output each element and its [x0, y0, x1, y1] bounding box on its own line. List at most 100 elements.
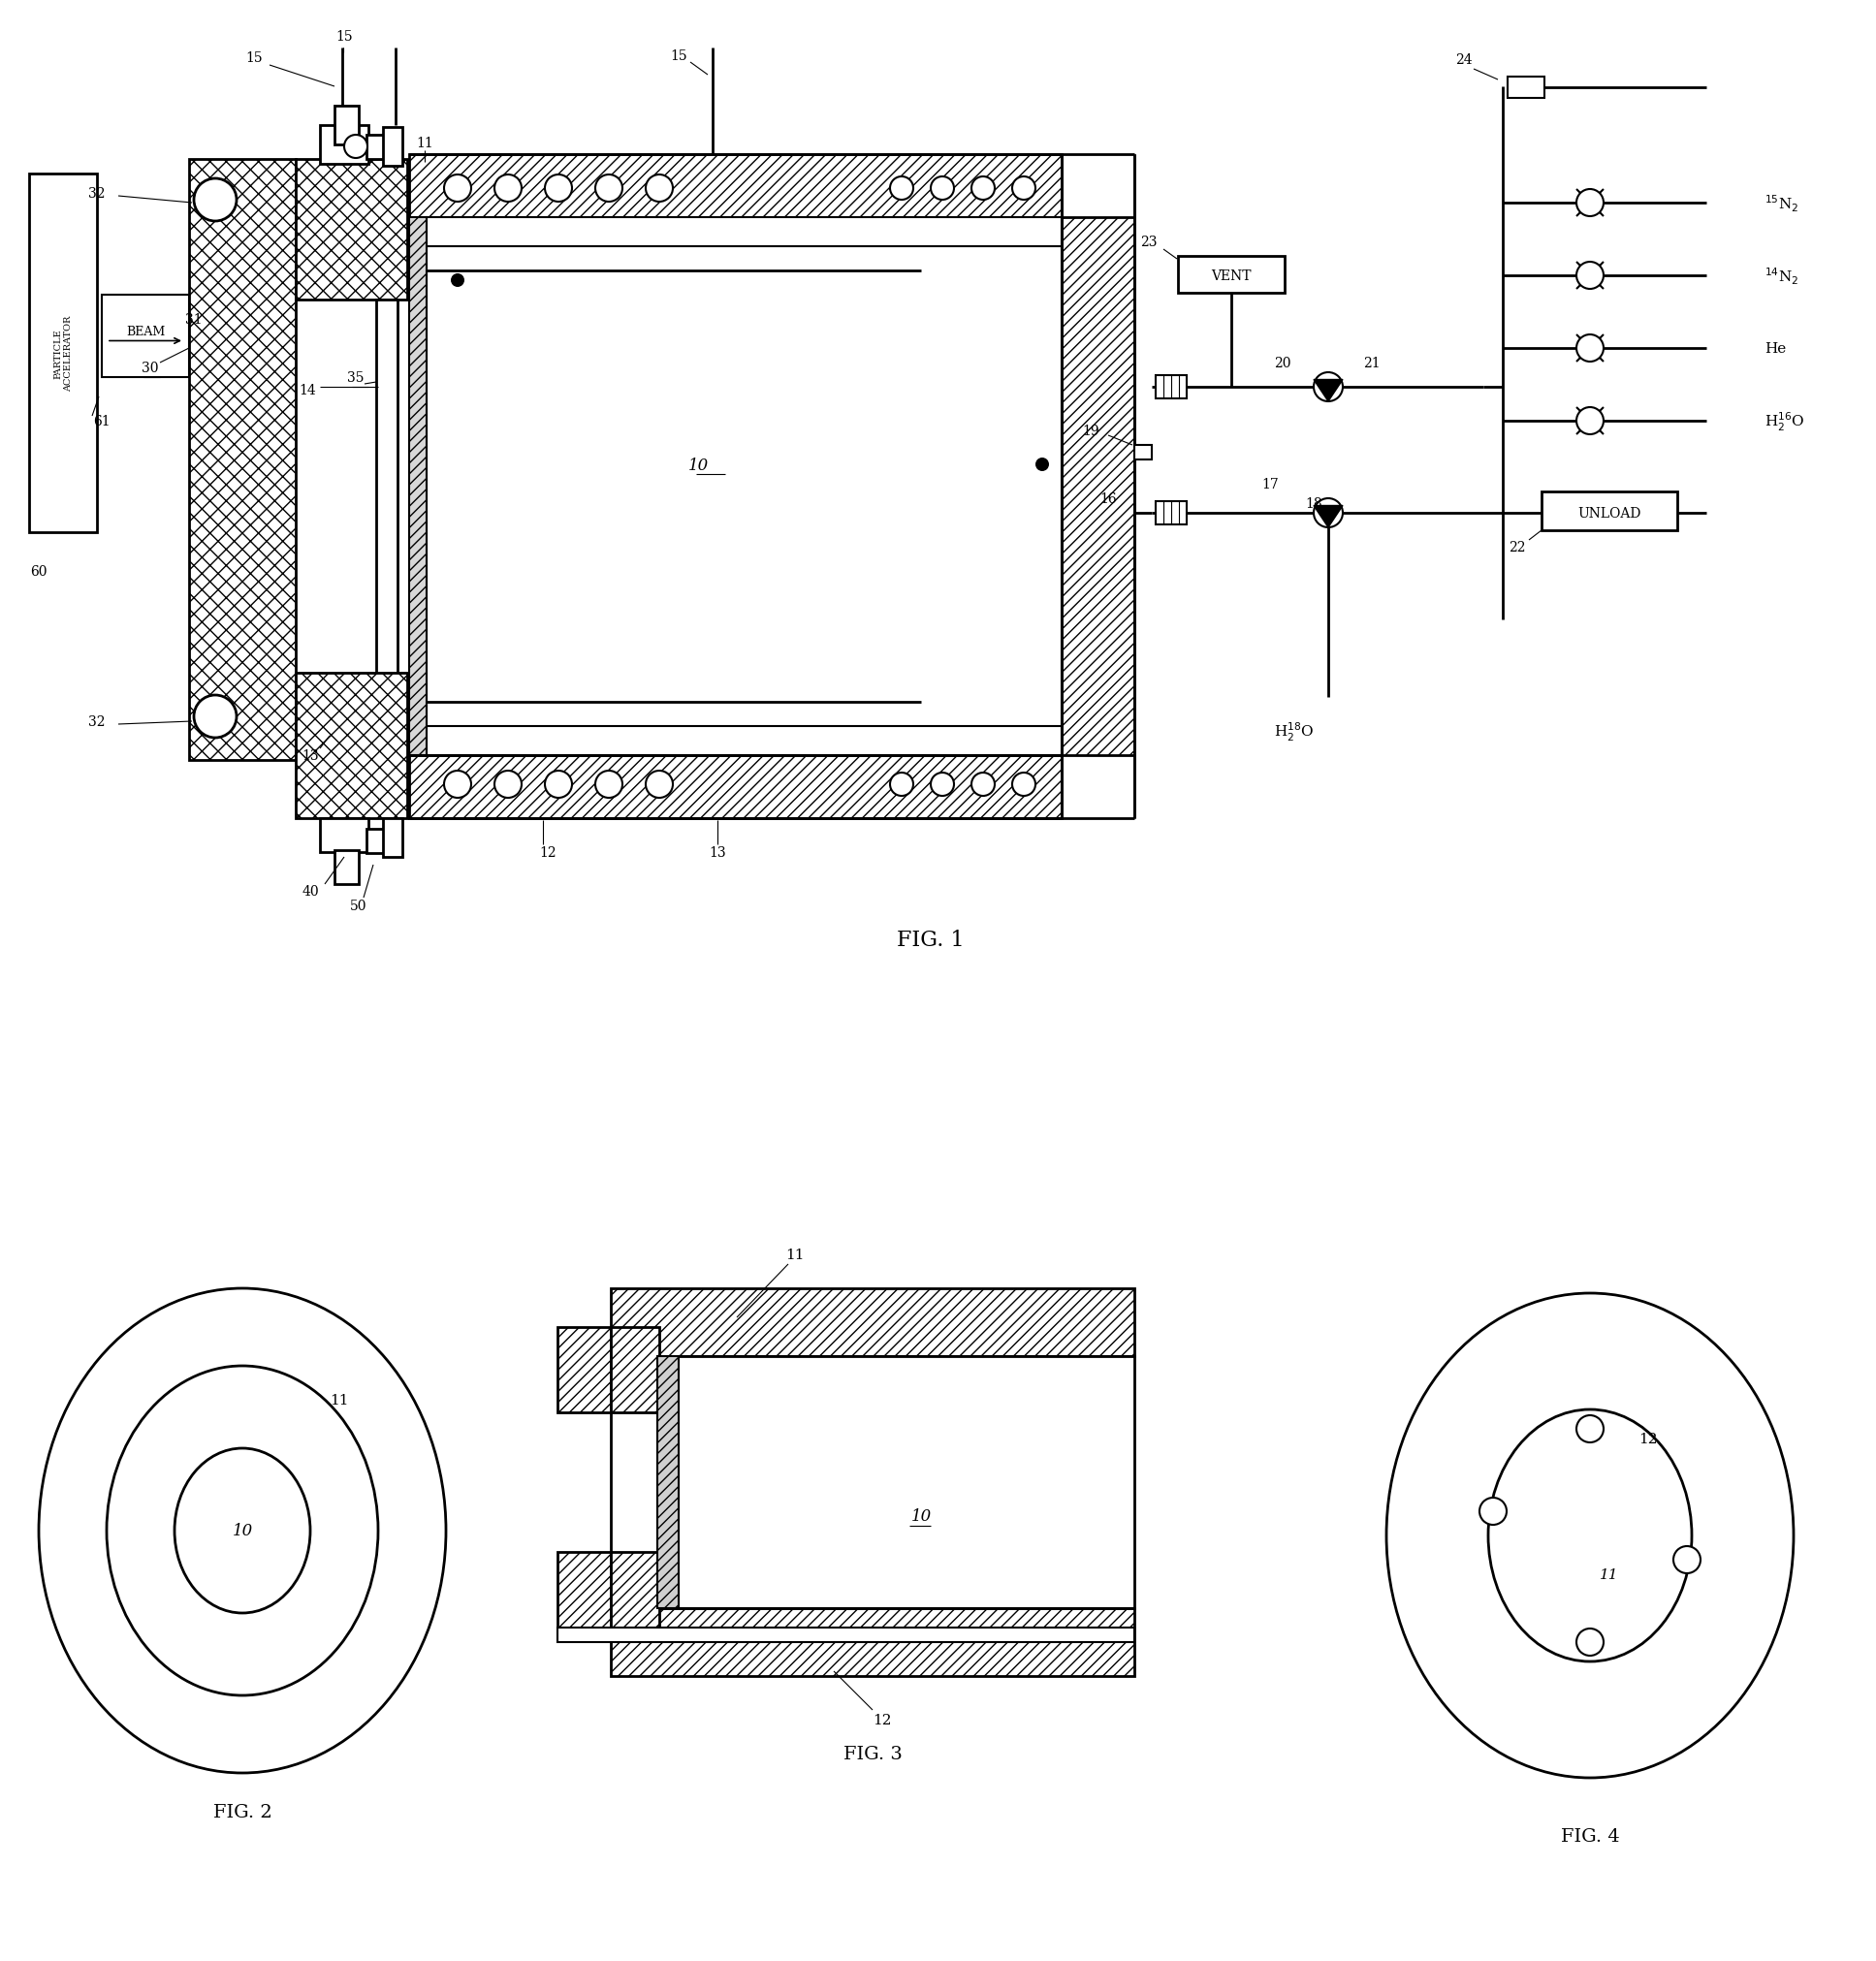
Circle shape — [1313, 373, 1343, 402]
Text: 16: 16 — [1099, 492, 1116, 506]
Polygon shape — [1313, 506, 1343, 528]
Bar — [612, 1328, 658, 1412]
Text: 21: 21 — [1364, 357, 1381, 371]
Bar — [1156, 377, 1188, 400]
Text: 12: 12 — [872, 1714, 891, 1726]
Text: 30: 30 — [143, 361, 159, 375]
Text: 17: 17 — [1261, 478, 1279, 490]
Bar — [612, 1553, 658, 1637]
Bar — [296, 161, 407, 300]
Text: 32: 32 — [88, 716, 105, 729]
Text: 61: 61 — [94, 414, 111, 427]
Text: FIG. 2: FIG. 2 — [214, 1802, 272, 1820]
Text: 15: 15 — [336, 29, 353, 43]
Text: H$_2^{16}$O: H$_2^{16}$O — [1765, 410, 1805, 433]
Polygon shape — [657, 1357, 679, 1608]
Circle shape — [1480, 1498, 1506, 1526]
Text: 12: 12 — [1640, 1432, 1658, 1445]
Text: 19: 19 — [1082, 424, 1099, 437]
Polygon shape — [1313, 380, 1343, 402]
Bar — [612, 1288, 1135, 1357]
Circle shape — [972, 176, 994, 200]
Text: 11: 11 — [786, 1247, 805, 1261]
Ellipse shape — [1386, 1294, 1793, 1779]
Text: 13: 13 — [302, 749, 319, 763]
Bar — [612, 1357, 1135, 1608]
Bar — [409, 218, 426, 755]
Text: BEAM: BEAM — [126, 326, 165, 337]
Text: 13: 13 — [709, 845, 726, 859]
Bar — [321, 818, 368, 853]
Text: 14: 14 — [298, 384, 315, 398]
Text: H$_2^{18}$O: H$_2^{18}$O — [1274, 720, 1315, 743]
Bar — [321, 126, 368, 165]
Bar — [101, 296, 189, 378]
Bar — [366, 135, 396, 161]
Circle shape — [645, 175, 673, 202]
Circle shape — [645, 771, 673, 798]
Text: VENT: VENT — [1212, 269, 1251, 282]
Text: 60: 60 — [30, 565, 47, 578]
Text: 20: 20 — [1274, 357, 1291, 371]
Bar — [383, 818, 401, 857]
Text: $^{14}$N$_2$: $^{14}$N$_2$ — [1765, 267, 1799, 286]
Circle shape — [193, 696, 236, 737]
Ellipse shape — [174, 1449, 310, 1614]
Text: $^{15}$N$_2$: $^{15}$N$_2$ — [1765, 192, 1799, 214]
Text: 40: 40 — [302, 884, 319, 898]
Bar — [557, 1328, 612, 1412]
Text: 10: 10 — [688, 457, 709, 473]
Text: PARTICLE
ACCELERATOR: PARTICLE ACCELERATOR — [54, 316, 73, 392]
Text: 18: 18 — [1306, 496, 1323, 510]
Text: 15: 15 — [670, 49, 687, 63]
Bar — [1135, 445, 1152, 461]
Circle shape — [1576, 335, 1604, 363]
Circle shape — [495, 771, 522, 798]
Text: 11: 11 — [330, 1392, 349, 1406]
Text: 24: 24 — [1456, 53, 1473, 67]
Circle shape — [1313, 498, 1343, 528]
Text: 23: 23 — [1141, 235, 1157, 249]
Circle shape — [1013, 176, 1036, 200]
Text: 22: 22 — [1508, 541, 1525, 555]
Bar — [1508, 78, 1544, 98]
Circle shape — [495, 175, 522, 202]
Circle shape — [445, 175, 471, 202]
Bar — [612, 1608, 1135, 1677]
Text: He: He — [1765, 341, 1786, 355]
Bar — [409, 755, 1062, 818]
Text: 31: 31 — [186, 314, 203, 327]
Bar — [377, 300, 398, 718]
Circle shape — [889, 773, 914, 796]
Bar — [296, 673, 407, 818]
Circle shape — [930, 176, 955, 200]
Text: 10: 10 — [910, 1508, 930, 1524]
Circle shape — [193, 178, 236, 222]
Bar — [1542, 492, 1677, 531]
Text: 11: 11 — [1600, 1567, 1619, 1581]
Circle shape — [595, 771, 623, 798]
Bar — [1156, 502, 1188, 526]
Circle shape — [1576, 408, 1604, 435]
Circle shape — [1036, 459, 1049, 473]
Circle shape — [1576, 1630, 1604, 1655]
Bar — [1062, 218, 1135, 755]
Text: 15: 15 — [246, 51, 263, 65]
Circle shape — [1576, 190, 1604, 218]
Text: 35: 35 — [347, 371, 364, 384]
Bar — [189, 161, 296, 761]
Circle shape — [1576, 1416, 1604, 1443]
Ellipse shape — [39, 1288, 446, 1773]
Circle shape — [1673, 1547, 1700, 1573]
Bar — [383, 127, 401, 167]
Bar — [334, 106, 358, 145]
Text: 12: 12 — [538, 845, 557, 859]
Text: 32: 32 — [88, 186, 105, 200]
Text: FIG. 1: FIG. 1 — [897, 930, 964, 951]
Circle shape — [889, 176, 914, 200]
Circle shape — [1013, 773, 1036, 796]
Bar — [426, 218, 1062, 755]
Circle shape — [544, 771, 572, 798]
Text: UNLOAD: UNLOAD — [1578, 506, 1642, 520]
Circle shape — [544, 175, 572, 202]
